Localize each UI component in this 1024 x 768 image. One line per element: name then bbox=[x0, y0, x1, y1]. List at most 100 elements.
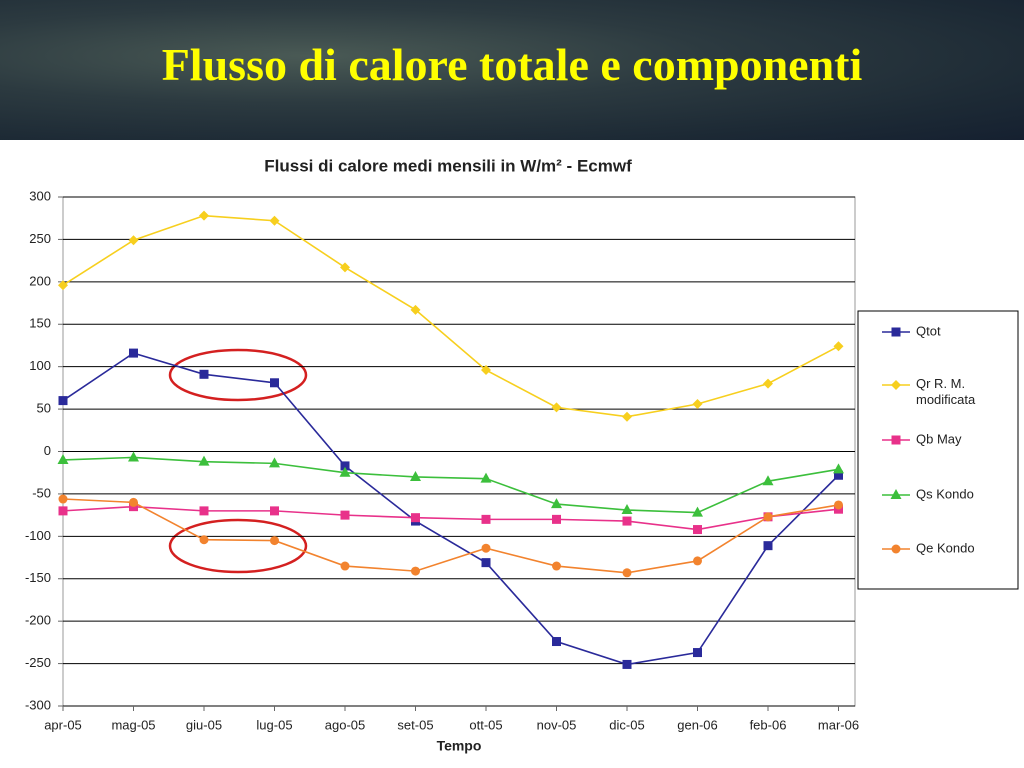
data-point bbox=[270, 506, 279, 516]
data-point bbox=[481, 543, 491, 553]
data-point bbox=[199, 506, 209, 516]
data-point bbox=[270, 536, 279, 546]
y-tick-label: -100 bbox=[25, 528, 51, 543]
data-point bbox=[622, 568, 632, 578]
data-point bbox=[410, 304, 421, 315]
data-point bbox=[834, 470, 843, 480]
data-point bbox=[552, 637, 561, 647]
data-point bbox=[199, 535, 209, 545]
data-point bbox=[129, 497, 138, 507]
series-line bbox=[62, 498, 839, 574]
series-line bbox=[62, 214, 839, 418]
legend-box bbox=[857, 310, 1019, 590]
data-point bbox=[891, 435, 901, 445]
y-tick-label: 150 bbox=[29, 316, 51, 331]
series-line bbox=[62, 352, 840, 666]
data-point bbox=[693, 556, 702, 566]
y-tick-label: -300 bbox=[25, 697, 51, 712]
data-point bbox=[890, 489, 902, 499]
data-point bbox=[891, 380, 901, 390]
y-tick-label: 300 bbox=[29, 188, 51, 203]
data-point bbox=[693, 525, 702, 535]
data-point bbox=[552, 514, 561, 524]
data-point bbox=[480, 472, 492, 483]
data-point bbox=[339, 466, 351, 477]
data-point bbox=[693, 648, 702, 658]
data-point bbox=[833, 341, 844, 352]
data-point bbox=[199, 369, 209, 379]
slide-title: Flusso di calore totale e componenti bbox=[161, 39, 863, 90]
data-point bbox=[57, 453, 69, 464]
legend-label: Qr R. M. modificata bbox=[916, 376, 976, 407]
x-tick-label: dic-05 bbox=[609, 717, 644, 732]
data-point bbox=[622, 411, 632, 422]
data-point bbox=[891, 544, 901, 554]
data-point bbox=[128, 235, 139, 246]
data-point bbox=[340, 461, 350, 471]
x-tick-label: feb-06 bbox=[750, 717, 787, 732]
x-tick-label: mar-06 bbox=[818, 717, 859, 732]
data-point bbox=[340, 510, 350, 520]
x-tick-label: ago-05 bbox=[325, 717, 365, 732]
legend-label: Qtot bbox=[916, 323, 941, 338]
data-point bbox=[411, 566, 420, 576]
chart-title: Flussi di calore medi mensili in W/m² - … bbox=[264, 156, 632, 175]
data-point bbox=[198, 455, 210, 466]
data-point bbox=[834, 500, 843, 510]
highlight-ellipse bbox=[168, 348, 308, 402]
x-axis-title: Tempo bbox=[437, 738, 482, 754]
data-point bbox=[340, 561, 350, 571]
data-point bbox=[622, 659, 632, 669]
data-point bbox=[58, 280, 68, 291]
data-point bbox=[58, 494, 68, 504]
data-point bbox=[340, 262, 350, 273]
data-point bbox=[269, 215, 280, 226]
data-point bbox=[692, 398, 703, 409]
x-tick-label: gen-06 bbox=[677, 717, 717, 732]
data-point bbox=[269, 457, 280, 468]
series-line bbox=[62, 456, 839, 514]
y-tick-label: -50 bbox=[32, 485, 51, 500]
data-point bbox=[129, 348, 138, 358]
data-point bbox=[762, 475, 774, 486]
data-point bbox=[763, 541, 773, 551]
legend-label: Qb May bbox=[916, 431, 962, 446]
chart: Flussi di calore medi mensili in W/m² - … bbox=[25, 156, 1019, 754]
x-tick-label: giu-05 bbox=[186, 717, 222, 732]
series-line bbox=[62, 505, 839, 531]
data-point bbox=[481, 365, 491, 376]
data-point bbox=[58, 396, 68, 406]
x-tick-label: ott-05 bbox=[469, 717, 502, 732]
y-tick-label: 50 bbox=[37, 401, 51, 416]
y-tick-label: -200 bbox=[25, 613, 51, 628]
data-point bbox=[763, 512, 773, 522]
x-tick-label: nov-05 bbox=[537, 717, 577, 732]
y-tick-label: 0 bbox=[44, 443, 51, 458]
data-point bbox=[552, 561, 561, 571]
y-tick-label: -150 bbox=[25, 570, 51, 585]
data-point bbox=[891, 327, 901, 337]
data-point bbox=[410, 470, 421, 481]
highlight-ellipse bbox=[168, 518, 308, 574]
x-tick-label: mag-05 bbox=[111, 717, 155, 732]
x-tick-label: apr-05 bbox=[44, 717, 82, 732]
data-point bbox=[58, 506, 68, 516]
y-tick-label: 200 bbox=[29, 273, 51, 288]
y-tick-label: 250 bbox=[29, 231, 51, 246]
x-tick-label: lug-05 bbox=[256, 717, 292, 732]
data-point bbox=[199, 210, 209, 221]
data-point bbox=[833, 463, 844, 474]
data-point bbox=[270, 378, 279, 388]
data-point bbox=[622, 516, 632, 526]
data-point bbox=[551, 498, 562, 509]
legend-label: Qs Kondo bbox=[916, 486, 974, 501]
data-point bbox=[692, 506, 703, 517]
data-point bbox=[481, 558, 491, 568]
data-point bbox=[763, 378, 773, 389]
header: Flusso di calore totale e componenti bbox=[0, 0, 1024, 140]
data-point bbox=[128, 451, 139, 462]
legend-label: Qe Kondo bbox=[916, 540, 975, 555]
data-point bbox=[411, 513, 420, 523]
y-tick-label: -250 bbox=[25, 655, 51, 670]
